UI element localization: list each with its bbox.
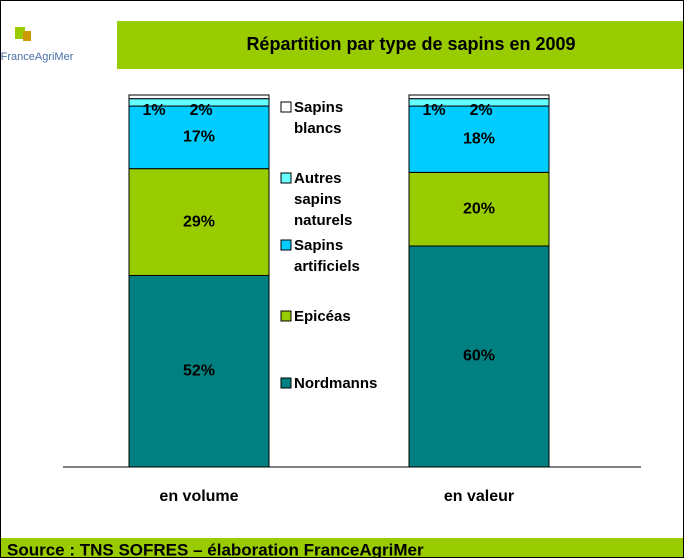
data-label: 1%: [142, 102, 165, 119]
legend-swatch: [280, 239, 292, 251]
logo: FranceAgriMer: [1, 51, 74, 63]
data-label: 18%: [463, 130, 495, 147]
logo-icon: [15, 27, 25, 39]
chart-title: Répartition par type de sapins en 2009: [246, 34, 575, 54]
data-label: 2%: [469, 102, 492, 119]
x-tick-label: en valeur: [444, 488, 514, 505]
legend-label: Autres sapins naturels: [294, 170, 353, 229]
bar-segment: [128, 94, 270, 100]
legend-label: Epicéas: [294, 308, 351, 325]
data-label: 20%: [463, 200, 495, 217]
legend-label: Nordmanns: [294, 375, 378, 392]
bar-segment: [128, 274, 270, 468]
legend-label: Sapins blancs: [294, 99, 344, 137]
legend-swatch: [280, 172, 292, 184]
footer-band: [1, 538, 683, 557]
legend-label: Sapins artificiels: [294, 237, 360, 275]
legend-swatch: [280, 101, 292, 113]
data-label: 52%: [183, 362, 215, 379]
bar-segment: [408, 94, 550, 100]
bar-segment: [408, 105, 550, 173]
data-label: 2%: [189, 102, 212, 119]
legend-swatch: [280, 377, 292, 389]
legend-swatch: [280, 310, 292, 322]
x-tick-label: en volume: [159, 488, 238, 505]
bar-segment: [128, 105, 270, 170]
source: Source : TNS SOFRES – élaboration France…: [7, 540, 424, 557]
title-band: [117, 21, 683, 69]
data-label: 60%: [463, 348, 495, 365]
data-label: 17%: [183, 129, 215, 146]
logo-icon: [23, 31, 31, 41]
bar-segment: [128, 168, 270, 276]
data-label: 1%: [422, 102, 445, 119]
data-label: 29%: [183, 213, 215, 230]
